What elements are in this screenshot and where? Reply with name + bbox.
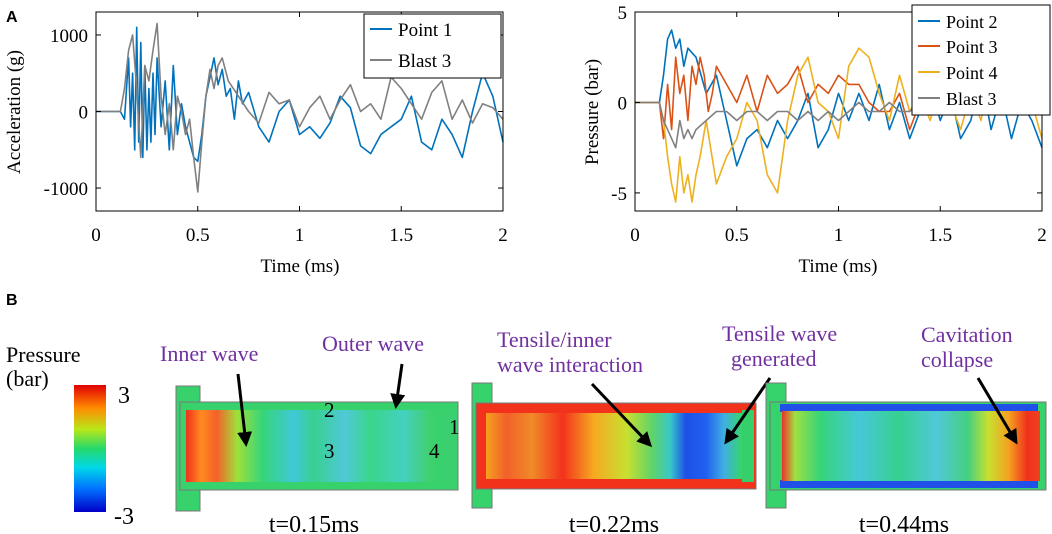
snapshot-3-ann-cavitation-line2: collapse: [921, 347, 993, 372]
colorbar-title-line2: (bar): [6, 366, 49, 391]
pressure-xtick-label: 1: [834, 225, 844, 246]
acceleration-ylabel: Acceleration (g): [4, 50, 25, 174]
acceleration-xtick-label: 1.5: [389, 225, 413, 246]
snapshot-1-point-2: 2: [324, 398, 335, 422]
colorbar: Pressure (bar) 3 -3: [6, 342, 134, 530]
pressure-chart: 0 0.5 1 1.5 2-505 Time (ms) Pressure (bar) P…: [582, 3, 1051, 277]
snapshot-2-arrow-generated: [724, 377, 772, 445]
acceleration-legend-label-point-1: Point 1: [398, 20, 452, 41]
pressure-xtick-label: 0.5: [725, 225, 749, 246]
colorbar-min-label: -3: [114, 504, 134, 530]
acceleration-ytick-label: -1000: [44, 179, 88, 200]
snapshot-3-bottom-edge: [780, 480, 1038, 488]
snapshot-1: 2 3 4 1 Inner wave Outer wave t=0.15ms: [160, 331, 460, 534]
snapshot-1-arrow-outer-wave: [390, 363, 406, 409]
snapshot-2-time: t=0.22ms: [569, 512, 659, 534]
acceleration-legend-label-blast-3: Blast 3: [398, 51, 451, 72]
snapshot-3: Cavitation collapse t=0.44ms: [765, 322, 1047, 534]
snapshot-2: Tensile/inner wave interaction Tensile w…: [471, 321, 837, 534]
acceleration-xtick-label: 0.5: [186, 225, 210, 246]
snapshot-3-ann-cavitation-line1: Cavitation: [921, 322, 1013, 347]
pressure-legend-box: [911, 4, 1051, 116]
acceleration-xtick-label: 2: [498, 225, 508, 246]
snapshot-1-arrow-inner-wave: [236, 373, 253, 447]
snapshot-2-interior: [486, 413, 742, 479]
pressure-xtick-label: 2: [1037, 225, 1047, 246]
snapshot-1-ann-inner-wave: Inner wave: [160, 341, 258, 366]
acceleration-ytick-label: 1000: [50, 26, 88, 47]
panel-label-b: B: [6, 292, 18, 309]
pressure-ticks: 0 0.5 1 1.5 2-505: [611, 3, 1047, 246]
pressure-ytick-label: 0: [618, 93, 628, 114]
snapshot-2-ann-generated-line1: Tensile wave: [722, 321, 837, 346]
acceleration-legend: Point 1 Blast 3: [363, 13, 502, 79]
snapshot-2-arrow-tensile: [590, 382, 653, 448]
pressure-legend: Point 2 Point 3 Point 4 Blast 3: [911, 4, 1051, 116]
panel-label-a: A: [6, 9, 18, 26]
snapshot-1-interior: [186, 410, 442, 482]
acceleration-ticks: 0 0.5 1 1.5 2 -1000 0 1000: [44, 12, 508, 246]
colorbar-title-line1: Pressure: [6, 342, 81, 367]
pressure-legend-label-blast-3: Blast 3: [946, 89, 997, 109]
colorbar-max-label: 3: [118, 383, 130, 409]
snapshot-1-point-1: 1: [449, 415, 460, 439]
snapshot-2-ann-tensile-line2: wave interaction: [497, 352, 643, 377]
snapshot-1-time: t=0.15ms: [269, 512, 359, 534]
snapshot-2-end-cap: [742, 410, 754, 482]
acceleration-series-point-1-line: [96, 26, 504, 163]
pressure-ytick-label: 5: [618, 3, 628, 24]
acceleration-legend-box: [363, 13, 502, 79]
snapshot-3-interior: [782, 411, 1040, 481]
pressure-legend-label-point-4: Point 4: [946, 63, 998, 83]
pressure-ytick-label: -5: [611, 184, 627, 205]
snapshot-3-time: t=0.44ms: [859, 512, 949, 534]
pressure-legend-label-point-3: Point 3: [946, 37, 998, 57]
acceleration-chart: 0 0.5 1 1.5 2 -1000 0 1000 Time (ms) Accelerati…: [4, 11, 508, 277]
pressure-xlabel: Time (ms): [798, 256, 877, 277]
snapshot-2-ann-generated-line2: generated: [731, 346, 817, 371]
snapshot-1-point-4: 4: [429, 439, 440, 463]
pressure-legend-label-point-2: Point 2: [946, 12, 998, 32]
snapshot-1-point-3: 3: [324, 439, 335, 463]
acceleration-xtick-label: 1: [295, 225, 305, 246]
snapshot-1-ann-outer-wave: Outer wave: [322, 331, 424, 356]
acceleration-xlabel: Time (ms): [260, 256, 339, 277]
acceleration-ytick-label: 0: [79, 103, 89, 124]
snapshot-3-arrow-cavitation: [976, 377, 1018, 445]
acceleration-plot-lines: [96, 22, 504, 193]
colorbar-gradient: [74, 385, 106, 512]
acceleration-xtick-label: 0: [91, 225, 101, 246]
pressure-series-point-2-line: [635, 29, 1043, 167]
snapshot-1-end-cap: [442, 410, 456, 482]
snapshot-3-top-edge: [780, 404, 1038, 412]
pressure-xtick-label: 1.5: [928, 225, 952, 246]
acceleration-series-blast-3-line: [96, 22, 504, 193]
pressure-ylabel: Pressure (bar): [582, 59, 603, 165]
snapshot-2-ann-tensile-line1: Tensile/inner: [497, 327, 612, 352]
pressure-xtick-label: 0: [630, 225, 640, 246]
